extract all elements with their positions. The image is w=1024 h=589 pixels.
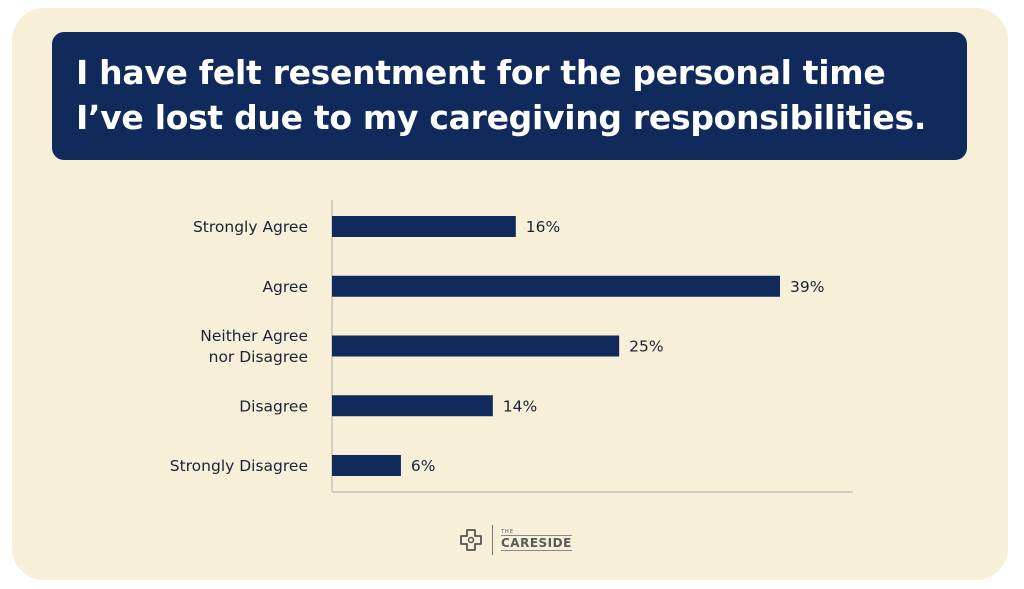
category-label: Disagree xyxy=(239,397,308,415)
category-label: Neither Agree xyxy=(200,327,308,345)
chart-title: I have felt resentment for the personal … xyxy=(52,32,967,160)
bar xyxy=(332,395,493,417)
bar xyxy=(332,275,780,297)
value-label: 16% xyxy=(526,218,560,236)
category-label: nor Disagree xyxy=(209,348,308,366)
bar xyxy=(332,335,620,357)
value-label: 39% xyxy=(790,278,824,296)
logo-name: CARESIDE xyxy=(501,534,572,551)
category-label: Agree xyxy=(262,278,308,296)
logo-icon xyxy=(460,529,482,551)
value-label: 25% xyxy=(629,338,663,356)
category-label: Strongly Agree xyxy=(193,218,308,236)
value-label: 6% xyxy=(411,457,436,475)
value-label: 14% xyxy=(503,397,537,415)
bar xyxy=(332,216,516,237)
logo-divider xyxy=(492,525,493,555)
category-label: Strongly Disagree xyxy=(170,457,308,475)
bar xyxy=(332,455,401,476)
careside-logo: THE CARESIDE xyxy=(458,525,572,555)
logo-the: THE xyxy=(501,528,514,535)
